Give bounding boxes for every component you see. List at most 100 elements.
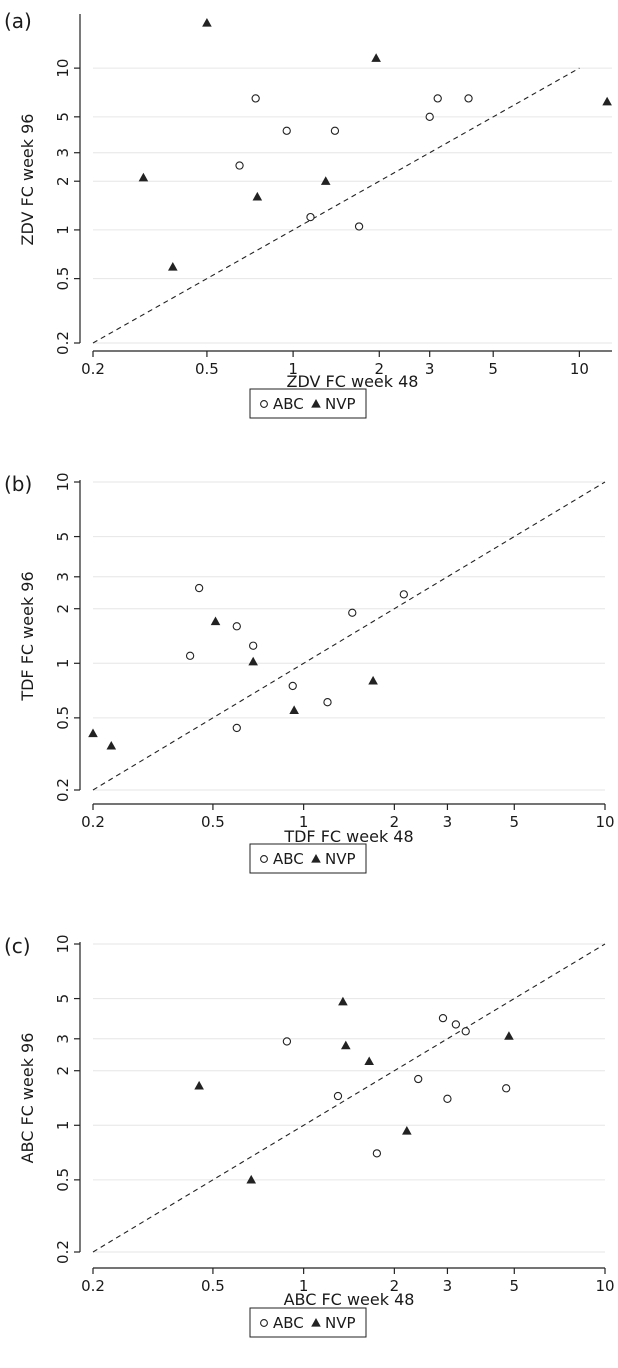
legend-nvp-label: NVP bbox=[325, 1314, 356, 1332]
legend-abc-marker bbox=[260, 855, 268, 863]
panel-label: (b) bbox=[4, 472, 32, 496]
y-tick-label: 3 bbox=[54, 148, 72, 158]
data-point-abc bbox=[414, 1074, 423, 1084]
x-tick-label: 2 bbox=[390, 1277, 400, 1295]
panel-label: (a) bbox=[4, 9, 32, 33]
legend-nvp-marker bbox=[311, 854, 321, 863]
data-point-nvp bbox=[88, 728, 98, 738]
legend-nvp-marker bbox=[311, 1318, 321, 1327]
data-point-nvp bbox=[320, 176, 331, 185]
y-tick-label: 0.2 bbox=[54, 1240, 72, 1264]
data-point-nvp bbox=[368, 675, 378, 685]
data-point-abc bbox=[185, 651, 195, 660]
data-point-nvp bbox=[252, 191, 263, 201]
y-tick-label: 5 bbox=[54, 994, 72, 1004]
data-point-abc bbox=[306, 212, 315, 222]
reference-line bbox=[92, 943, 606, 1253]
data-point-abc bbox=[438, 1013, 448, 1023]
x-tick-label: 1 bbox=[299, 1277, 309, 1295]
x-tick-label: 0.5 bbox=[201, 813, 225, 831]
data-point-abc bbox=[433, 94, 442, 103]
data-point-nvp bbox=[289, 705, 299, 714]
data-point-abc bbox=[502, 1084, 511, 1093]
y-tick-label: 5 bbox=[54, 532, 72, 542]
data-point-abc bbox=[232, 622, 241, 631]
chart-panel-3: 0.2 0.5 1 2 3 5 10 0.2 0.5 1 2 3 5 10 (c) ABC FC week 4… bbox=[4, 934, 615, 1338]
data-point-abc bbox=[282, 126, 291, 135]
y-tick-label: 1 bbox=[54, 1121, 72, 1131]
x-tick-label: 0.2 bbox=[81, 1277, 105, 1295]
legend-box bbox=[249, 388, 367, 419]
data-point-abc bbox=[194, 583, 204, 593]
chart-panel-1: 0.2 0.5 1 2 3 5 10 0.2 0.5 1 2 3 5 10 (a) ZDV FC week 4… bbox=[4, 9, 612, 419]
legend-abc-label: ABC bbox=[273, 1314, 304, 1332]
x-tick-label: 10 bbox=[595, 813, 614, 831]
legend-abc-label: ABC bbox=[273, 850, 304, 868]
x-tick-label: 0.2 bbox=[81, 813, 105, 831]
data-point-abc bbox=[461, 1027, 470, 1036]
data-point-abc bbox=[443, 1094, 452, 1103]
y-tick-label: 10 bbox=[54, 59, 72, 78]
data-point-abc bbox=[288, 681, 297, 691]
y-tick-label: 2 bbox=[54, 604, 72, 614]
data-point-abc bbox=[464, 94, 473, 103]
x-tick-label: 10 bbox=[595, 1277, 614, 1295]
data-point-abc bbox=[323, 698, 332, 707]
x-tick-label: 1 bbox=[299, 813, 309, 831]
legend-nvp-label: NVP bbox=[325, 850, 356, 868]
legend-abc-label: ABC bbox=[273, 395, 304, 413]
x-axis-title: ZDV FC week 48 bbox=[287, 372, 419, 391]
data-point-nvp bbox=[602, 96, 612, 106]
panel-label: (c) bbox=[4, 934, 31, 958]
y-tick-label: 10 bbox=[54, 472, 72, 491]
x-tick-label: 2 bbox=[375, 360, 385, 378]
x-tick-label: 3 bbox=[443, 1277, 453, 1295]
x-tick-label: 10 bbox=[570, 360, 589, 378]
reference-line bbox=[92, 481, 606, 791]
data-point-abc bbox=[399, 590, 408, 599]
y-tick-label: 1 bbox=[54, 659, 72, 669]
x-axis-title: TDF FC week 48 bbox=[283, 827, 413, 846]
data-point-nvp bbox=[248, 656, 258, 666]
data-point-nvp bbox=[340, 1040, 351, 1050]
x-tick-label: 5 bbox=[510, 1277, 520, 1295]
legend-abc-marker bbox=[260, 1319, 268, 1327]
data-point-nvp bbox=[371, 53, 381, 62]
x-axis-title: ABC FC week 48 bbox=[284, 1290, 415, 1309]
x-tick-label: 0.5 bbox=[195, 360, 219, 378]
legend-nvp-label: NVP bbox=[325, 395, 356, 413]
data-point-abc bbox=[333, 1091, 343, 1101]
x-tick-label: 0.5 bbox=[201, 1277, 225, 1295]
y-axis-title: ABC FC week 96 bbox=[18, 1033, 37, 1164]
data-point-abc bbox=[451, 1020, 461, 1029]
data-point-nvp bbox=[168, 261, 178, 271]
data-point-abc bbox=[249, 641, 258, 650]
data-point-nvp bbox=[338, 996, 348, 1006]
data-point-abc bbox=[251, 94, 260, 103]
data-point-nvp bbox=[210, 616, 221, 626]
y-tick-label: 3 bbox=[54, 1034, 72, 1044]
x-tick-label: 3 bbox=[443, 813, 453, 831]
y-tick-label: 0.5 bbox=[54, 1168, 72, 1192]
data-point-nvp bbox=[194, 1080, 204, 1090]
data-point-nvp bbox=[246, 1174, 257, 1184]
y-axis-title: ZDV FC week 96 bbox=[18, 114, 37, 246]
legend-nvp-marker bbox=[311, 399, 321, 408]
y-tick-label: 5 bbox=[54, 112, 72, 122]
data-point-abc bbox=[348, 608, 357, 617]
data-point-abc bbox=[354, 222, 364, 231]
x-tick-label: 1 bbox=[288, 360, 298, 378]
y-tick-label: 3 bbox=[54, 572, 72, 582]
data-point-abc bbox=[330, 126, 340, 135]
y-tick-label: 0.2 bbox=[54, 331, 72, 355]
x-tick-label: 5 bbox=[510, 813, 520, 831]
data-point-nvp bbox=[504, 1031, 514, 1040]
y-tick-label: 0.2 bbox=[54, 778, 72, 802]
x-tick-label: 2 bbox=[390, 813, 400, 831]
legend-abc-marker bbox=[260, 400, 268, 408]
data-point-abc bbox=[232, 723, 241, 733]
data-point-nvp bbox=[402, 1125, 412, 1135]
data-point-nvp bbox=[364, 1056, 374, 1066]
y-tick-label: 2 bbox=[54, 176, 72, 186]
